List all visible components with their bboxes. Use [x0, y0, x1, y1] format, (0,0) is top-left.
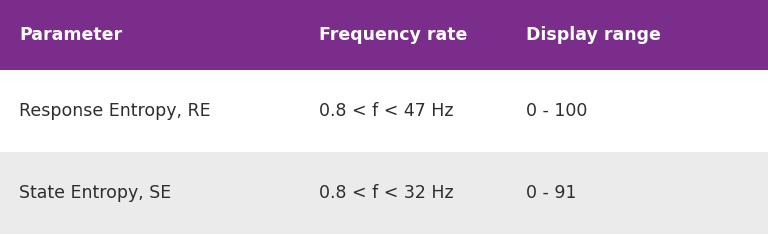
Text: 0.8 < f < 32 Hz: 0.8 < f < 32 Hz [319, 184, 453, 202]
Text: 0 - 91: 0 - 91 [526, 184, 577, 202]
Text: 0.8 < f < 47 Hz: 0.8 < f < 47 Hz [319, 102, 453, 120]
Text: 0 - 100: 0 - 100 [526, 102, 588, 120]
Bar [0, 0, 768, 70]
Text: Response Entropy, RE: Response Entropy, RE [19, 102, 211, 120]
Text: Parameter: Parameter [19, 26, 122, 44]
Bar [0, 152, 768, 234]
Bar [0, 70, 768, 152]
Text: Frequency rate: Frequency rate [319, 26, 467, 44]
Text: State Entropy, SE: State Entropy, SE [19, 184, 171, 202]
Text: Display range: Display range [526, 26, 661, 44]
